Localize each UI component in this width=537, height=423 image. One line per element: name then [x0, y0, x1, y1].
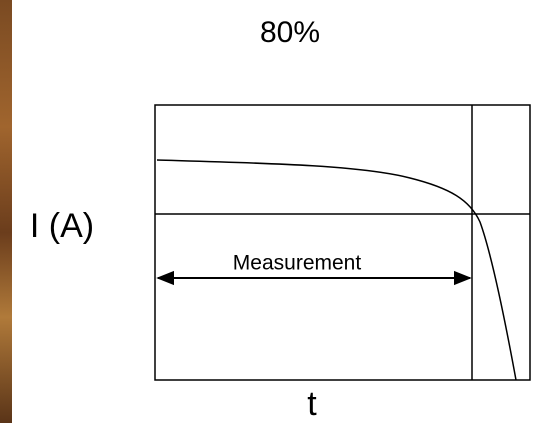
y-axis-label: I (A) — [30, 207, 94, 245]
diagram: 80% Measurement I (A) t — [0, 0, 537, 423]
measurement-label: Measurement — [233, 252, 362, 275]
background-strip — [0, 0, 12, 423]
x-axis-label: t — [307, 385, 317, 423]
title: 80% — [260, 16, 320, 49]
page: {"title": "80%", "y_label": "I (A)", "x_… — [0, 0, 537, 423]
plot-frame — [155, 105, 530, 380]
